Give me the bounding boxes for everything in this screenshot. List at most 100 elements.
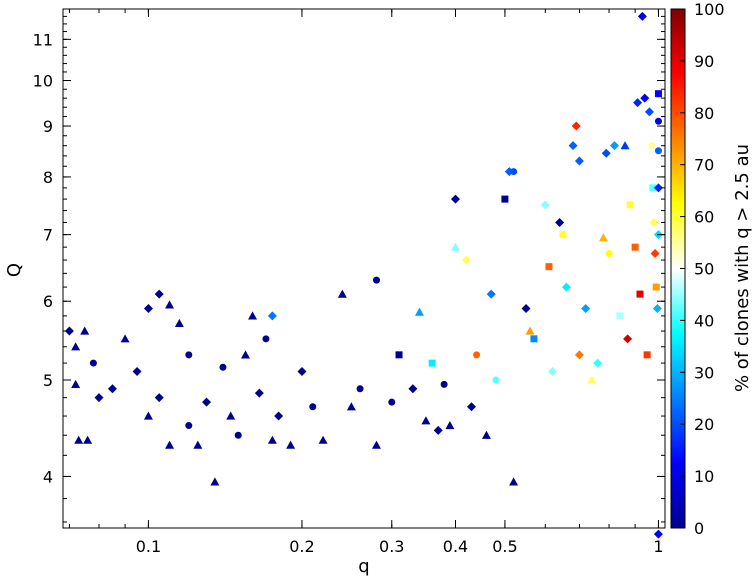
data-point-triangle	[143, 411, 153, 420]
y-tick-label: 10	[33, 72, 53, 91]
data-point-square	[626, 201, 634, 209]
data-point-square	[545, 263, 553, 271]
data-point-diamond	[555, 217, 565, 227]
data-point-circle	[492, 376, 500, 384]
data-point-diamond	[461, 255, 471, 265]
data-point-diamond	[633, 98, 643, 108]
data-point-diamond	[623, 334, 633, 344]
data-point-diamond	[267, 311, 277, 321]
colorbar-tick-label: 0	[694, 519, 704, 538]
data-point-triangle	[421, 416, 431, 425]
data-point-diamond	[561, 282, 571, 292]
data-point-triangle	[286, 440, 296, 449]
data-point-triangle	[120, 334, 130, 343]
data-point-diamond	[548, 366, 558, 376]
colorbar-tick-label: 40	[694, 311, 714, 330]
colorbar-tick-label: 60	[694, 208, 714, 227]
x-tick-label: 0.3	[379, 537, 404, 556]
data-point-circle	[309, 403, 317, 411]
data-point-triangle	[598, 233, 608, 242]
data-point-triangle	[414, 307, 424, 316]
data-point-diamond	[521, 303, 531, 313]
data-point-triangle	[71, 379, 81, 388]
colorbar-tick-label: 30	[694, 363, 714, 382]
data-point-triangle	[445, 421, 455, 430]
data-point-diamond	[653, 529, 663, 539]
colorbar-tick-label: 50	[694, 260, 714, 279]
data-point-circle	[262, 335, 270, 343]
data-point-diamond	[450, 194, 460, 204]
data-point-circle	[648, 142, 656, 150]
y-tick-label: 11	[33, 30, 53, 49]
data-point-diamond	[202, 397, 212, 407]
data-point-diamond	[254, 388, 264, 398]
data-point-diamond	[640, 93, 650, 103]
data-point-square	[616, 312, 624, 320]
data-point-circle	[654, 147, 662, 155]
data-point-diamond	[581, 303, 591, 313]
y-axis-title: Q	[4, 263, 25, 277]
data-point-triangle	[318, 435, 328, 444]
data-point-circle	[219, 363, 227, 371]
data-point-diamond	[486, 289, 496, 299]
data-point-circle	[356, 385, 364, 393]
data-point-diamond	[94, 393, 104, 403]
data-point-diamond	[593, 358, 603, 368]
data-point-diamond	[650, 249, 660, 259]
data-point-diamond	[574, 156, 584, 166]
data-point-circle	[654, 117, 662, 125]
y-tick-label: 9	[43, 117, 53, 136]
data-point-circle	[605, 250, 613, 258]
data-point-triangle	[210, 477, 220, 486]
plot-frame	[62, 8, 666, 529]
data-point-triangle	[83, 435, 93, 444]
data-point-square	[649, 184, 657, 192]
data-point-triangle	[337, 289, 347, 298]
data-point-diamond	[540, 200, 550, 210]
data-point-circle	[185, 351, 193, 359]
data-point-triangle	[620, 141, 630, 150]
data-point-square	[530, 335, 538, 343]
colorbar: 0 10 20 30 40 50 60 70 80 90 100	[670, 0, 725, 538]
data-point-diamond	[609, 141, 619, 151]
data-point-diamond	[154, 393, 164, 403]
data-point-diamond	[132, 366, 142, 376]
data-point-diamond	[574, 350, 584, 360]
y-tick-label: 7	[43, 226, 53, 245]
data-point-diamond	[601, 148, 611, 158]
colorbar-tick-label: 100	[694, 0, 725, 19]
data-point-triangle	[165, 440, 175, 449]
data-point-square	[631, 243, 639, 251]
colorbar-tick-label: 80	[694, 104, 714, 123]
points-layer	[64, 11, 663, 539]
data-point-circle	[185, 422, 193, 430]
x-tick-label: 1	[653, 537, 663, 556]
data-point-diamond	[637, 11, 647, 21]
data-point-square	[395, 351, 403, 359]
data-point-square	[428, 359, 436, 367]
data-point-diamond	[143, 303, 153, 313]
data-point-triangle	[509, 477, 519, 486]
data-point-diamond	[467, 402, 477, 412]
data-point-diamond	[653, 183, 663, 193]
data-point-square	[636, 290, 644, 298]
x-tick-label: 0.5	[492, 537, 517, 556]
x-tick-label: 0.1	[136, 537, 161, 556]
data-point-triangle	[174, 318, 184, 327]
data-point-diamond	[297, 366, 307, 376]
data-point-circle	[440, 380, 448, 388]
data-point-circle	[372, 276, 380, 284]
data-point-circle	[473, 351, 481, 359]
data-point-triangle	[165, 300, 175, 309]
data-point-triangle	[450, 242, 460, 251]
data-point-diamond	[274, 411, 284, 421]
data-point-diamond	[571, 121, 581, 131]
data-point-triangle	[74, 435, 84, 444]
data-point-diamond	[652, 303, 662, 313]
data-point-square	[652, 283, 660, 291]
data-point-triangle	[525, 326, 535, 335]
data-point-circle	[388, 398, 396, 406]
data-point-diamond	[107, 384, 117, 394]
data-point-square	[654, 90, 662, 98]
data-point-square	[559, 231, 567, 239]
